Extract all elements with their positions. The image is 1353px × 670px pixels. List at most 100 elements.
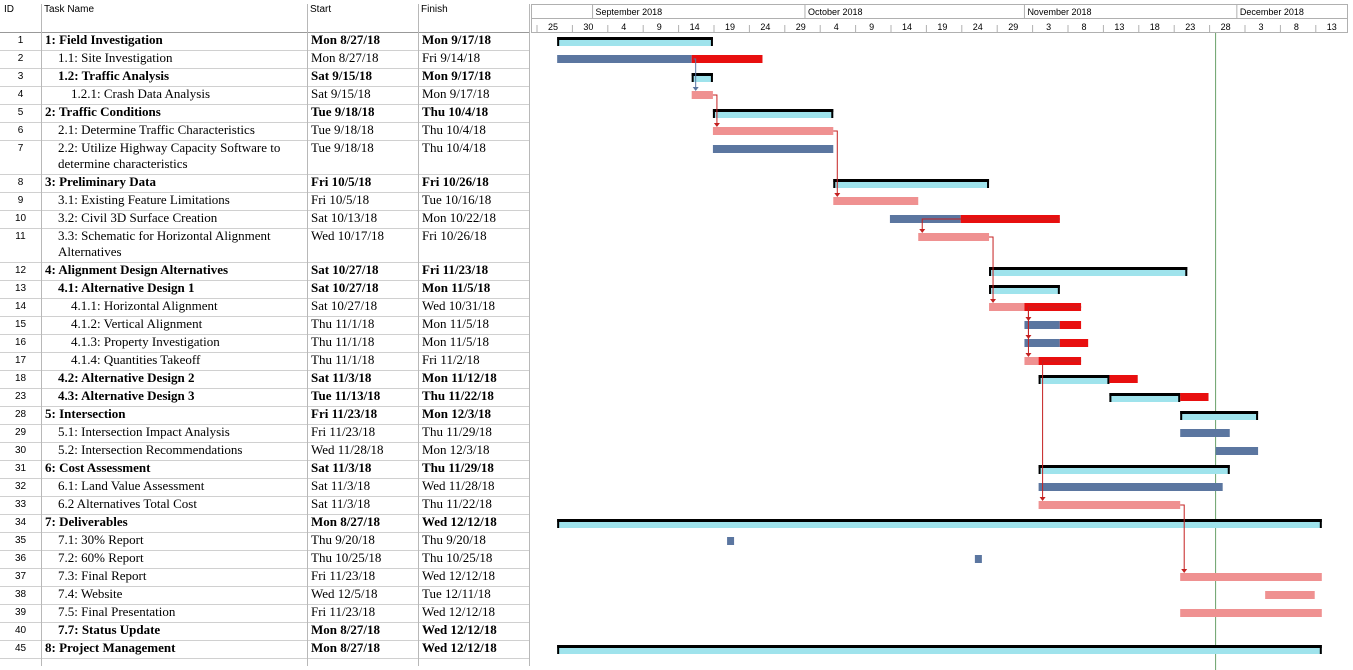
- table-row[interactable]: 17 4.1.4: Quantities Takeoff Thu 11/1/18 Fr…: [0, 352, 530, 370]
- table-row[interactable]: 3 1.2: Traffic Analysis Sat 9/15/18 Mon 9/1…: [0, 68, 530, 86]
- summary-bar[interactable]: [1038, 465, 1230, 468]
- table-row[interactable]: 6 2.1: Determine Traffic Characteristics T…: [0, 122, 530, 140]
- row-divider: [0, 262, 530, 263]
- summary-bar-cap: [1038, 465, 1041, 474]
- table-row[interactable]: 13 4.1: Alternative Design 1 Sat 10/27/18 M…: [0, 280, 530, 298]
- summary-bar[interactable]: [557, 37, 713, 40]
- normal-task-bar[interactable]: [557, 55, 692, 63]
- normal-task-bar[interactable]: [1024, 321, 1060, 329]
- task-start-cell: Tue 9/18/18: [311, 122, 374, 137]
- table-row[interactable]: 8 3: Preliminary Data Fri 10/5/18 Fri 10/26…: [0, 174, 530, 192]
- critical-task-bar[interactable]: [712, 127, 834, 135]
- normal-task-bar[interactable]: [727, 537, 735, 545]
- summary-bar[interactable]: [989, 267, 1188, 270]
- task-id-cell: 16: [14, 337, 27, 348]
- table-row[interactable]: 39 7.5: Final Presentation Fri 11/23/18 Wed…: [0, 604, 530, 622]
- table-row[interactable]: 40 7.7: Status Update Mon 8/27/18 Wed 12/12…: [0, 622, 530, 640]
- table-row[interactable]: 5 2: Traffic Conditions Tue 9/18/18 Thu 10/…: [0, 104, 530, 122]
- row-divider: [0, 532, 530, 533]
- task-id-cell: 15: [14, 319, 27, 330]
- table-row[interactable]: 4 1.2.1: Crash Data Analysis Sat 9/15/18 Mo…: [0, 86, 530, 104]
- critical-task-bar[interactable]: [1024, 357, 1039, 365]
- table-row[interactable]: 28 5: Intersection Fri 11/23/18 Mon 12/3/18: [0, 406, 530, 424]
- late-task-bar[interactable]: [1109, 375, 1138, 383]
- dependency-link: [1180, 504, 1185, 571]
- table-row[interactable]: 12 4: Alignment Design Alternatives Sat 10…: [0, 262, 530, 280]
- dependency-link: [1027, 306, 1082, 355]
- critical-task-bar[interactable]: [1038, 501, 1181, 509]
- summary-bar[interactable]: [1180, 411, 1259, 414]
- summary-baseline-bar: [1038, 467, 1230, 474]
- table-row[interactable]: 35 7.1: 30% Report Thu 9/20/18 Thu 9/20/18: [0, 532, 530, 550]
- column-header-finish[interactable]: Finish: [421, 4, 448, 15]
- summary-bar[interactable]: [833, 179, 990, 182]
- normal-task-bar[interactable]: [1038, 483, 1223, 491]
- critical-task-bar[interactable]: [691, 91, 713, 99]
- task-finish-cell: Fri 9/14/18: [422, 50, 481, 65]
- critical-task-bar[interactable]: [833, 197, 919, 205]
- summary-bar[interactable]: [691, 73, 713, 76]
- table-row[interactable]: 14 4.1.1: Horizontal Alignment Sat 10/27/1…: [0, 298, 530, 316]
- task-start-cell: Sat 10/27/18: [311, 262, 379, 277]
- table-row[interactable]: 32 6.1: Land Value Assessment Sat 11/3/18 W…: [0, 478, 530, 496]
- dependency-link: [693, 58, 697, 89]
- table-row[interactable]: 1 1: Field Investigation Mon 8/27/18 Mon 9/…: [0, 32, 530, 50]
- task-id-cell: 17: [14, 355, 27, 366]
- critical-task-bar[interactable]: [1180, 573, 1322, 581]
- summary-bar[interactable]: [1038, 375, 1110, 378]
- column-header-task-name[interactable]: Task Name: [44, 4, 95, 15]
- task-start-cell: Thu 11/1/18: [311, 316, 375, 331]
- task-start-cell: Fri 10/5/18: [311, 174, 372, 189]
- normal-task-bar[interactable]: [1180, 429, 1230, 437]
- table-row[interactable]: 30 5.2: Intersection Recommendations Wed 1…: [0, 442, 530, 460]
- table-row[interactable]: 9 3.1: Existing Feature Limitations Fri 10…: [0, 192, 530, 210]
- summary-bar[interactable]: [557, 645, 1322, 648]
- table-row[interactable]: 15 4.1.2: Vertical Alignment Thu 11/1/18 Mo…: [0, 316, 530, 334]
- task-name-cell: 7: Deliverables: [45, 514, 128, 529]
- table-row[interactable]: 29 5.1: Intersection Impact Analysis Fri 1…: [0, 424, 530, 442]
- critical-task-bar[interactable]: [1265, 591, 1315, 599]
- late-task-bar[interactable]: [1059, 321, 1082, 329]
- late-task-bar[interactable]: [1180, 393, 1209, 401]
- row-divider: [0, 140, 530, 141]
- late-task-bar[interactable]: [691, 55, 763, 63]
- task-finish-cell: Fri 11/23/18: [422, 262, 489, 277]
- table-row[interactable]: 2 1.1: Site Investigation Mon 8/27/18 Fri 9…: [0, 50, 530, 68]
- normal-task-bar[interactable]: [1215, 447, 1259, 455]
- table-row[interactable]: 23 4.3: Alternative Design 3 Tue 11/13/18 T…: [0, 388, 530, 406]
- task-finish-cell: Mon 12/3/18: [422, 406, 491, 421]
- table-row[interactable]: 37 7.3: Final Report Fri 11/23/18 Wed 12/12…: [0, 568, 530, 586]
- table-row[interactable]: 7 2.2: Utilize Highway Capacity Software …: [0, 140, 530, 174]
- table-row[interactable]: 38 7.4: Website Wed 12/5/18 Tue 12/11/18: [0, 586, 530, 604]
- critical-task-bar[interactable]: [918, 233, 990, 241]
- normal-task-bar[interactable]: [712, 145, 834, 153]
- normal-task-bar[interactable]: [974, 555, 982, 563]
- table-row[interactable]: 36 7.2: 60% Report Thu 10/25/18 Thu 10/25/1…: [0, 550, 530, 568]
- row-divider: [0, 174, 530, 175]
- summary-bar[interactable]: [712, 109, 834, 112]
- summary-bar-cap: [1319, 645, 1322, 654]
- task-name-cell: 3.3: Schematic for Horizontal Alignment …: [58, 228, 271, 259]
- summary-bar[interactable]: [557, 519, 1322, 522]
- critical-task-bar[interactable]: [989, 303, 1025, 311]
- normal-task-bar[interactable]: [1024, 339, 1060, 347]
- table-row[interactable]: 10 3.2: Civil 3D Surface Creation Sat 10/1…: [0, 210, 530, 228]
- table-row[interactable]: 11 3.3: Schematic for Horizontal Alignmen…: [0, 228, 530, 262]
- summary-bar[interactable]: [989, 285, 1060, 288]
- task-name-cell: 3.1: Existing Feature Limitations: [58, 192, 230, 207]
- table-row[interactable]: 34 7: Deliverables Mon 8/27/18 Wed 12/12/18: [0, 514, 530, 532]
- table-row[interactable]: 33 6.2 Alternatives Total Cost Sat 11/3/18…: [0, 496, 530, 514]
- column-divider: [418, 4, 419, 666]
- summary-baseline-bar: [989, 287, 1060, 294]
- summary-bar[interactable]: [1109, 393, 1181, 396]
- critical-task-bar[interactable]: [1180, 609, 1322, 617]
- table-row[interactable]: 31 6: Cost Assessment Sat 11/3/18 Thu 11/29…: [0, 460, 530, 478]
- table-row[interactable]: 18 4.2: Alternative Design 2 Sat 11/3/18 Mo…: [0, 370, 530, 388]
- table-row[interactable]: 16 4.1.3: Property Investigation Thu 11/1/…: [0, 334, 530, 352]
- column-header-start[interactable]: Start: [310, 4, 332, 15]
- table-row[interactable]: 45 8: Project Management Mon 8/27/18 Wed 12…: [0, 640, 530, 658]
- task-finish-cell: Wed 12/12/18: [422, 604, 495, 619]
- late-task-bar[interactable]: [1059, 339, 1089, 347]
- column-header-id[interactable]: ID: [4, 4, 14, 15]
- task-finish-cell: Mon 10/22/18: [422, 210, 497, 225]
